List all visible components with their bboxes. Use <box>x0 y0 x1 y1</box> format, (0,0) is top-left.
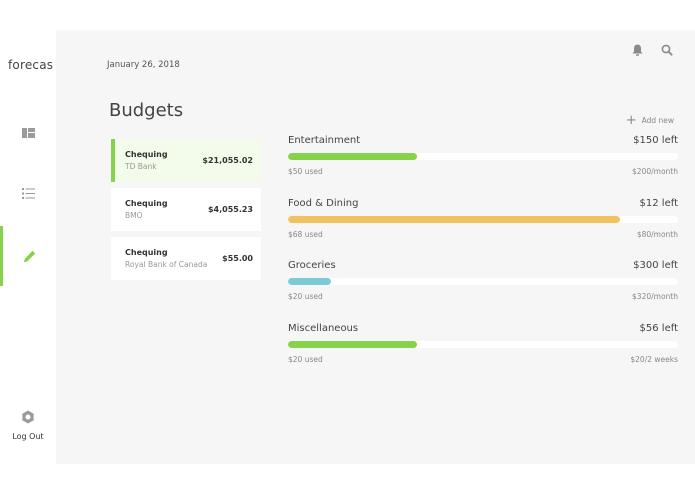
budget-limit: $80/month <box>636 229 678 239</box>
hexagon-icon <box>22 410 34 424</box>
account-card[interactable]: Chequing BMO $4,055.23 <box>111 188 261 231</box>
account-name: Chequing <box>125 150 168 159</box>
logout-label: Log Out <box>12 432 44 441</box>
dashboard-icon <box>21 128 35 138</box>
account-balance: $4,055.23 <box>207 205 253 214</box>
budget-progress-track <box>288 215 678 223</box>
budget-used: $50 used <box>288 167 323 176</box>
budget-progress-fill <box>288 153 417 160</box>
budget-limit: $20/2 weeks <box>630 354 678 364</box>
pencil-icon <box>24 250 36 262</box>
budget-used: $20 used <box>288 354 323 364</box>
account-name: Chequing <box>125 199 168 208</box>
add-new-label: Add new <box>641 116 674 125</box>
sidebar: forecas <box>0 30 56 464</box>
budget-progress-track <box>288 153 678 160</box>
account-balance: $55.00 <box>222 254 253 263</box>
budget-remaining: $150 left <box>633 135 678 146</box>
add-new-button[interactable]: + Add new <box>626 114 674 127</box>
account-card[interactable]: Chequing TD Bank $21,055.02 <box>111 139 261 182</box>
nav-budgets[interactable] <box>0 226 56 286</box>
budget-progress-track <box>288 340 678 348</box>
budget-name: Entertainment <box>288 135 361 146</box>
bell-icon[interactable] <box>632 44 643 56</box>
budget-remaining: $12 left <box>639 197 678 209</box>
app-frame: forecas <box>0 30 695 464</box>
account-balance: $21,055.02 <box>202 156 253 165</box>
budget-name: Food & Dining <box>288 197 359 209</box>
budget-name: Miscellaneous <box>288 322 359 334</box>
list-icon <box>21 187 35 199</box>
budget-item[interactable]: Entertainment $150 left $50 used $200/mo… <box>288 135 678 198</box>
nav-list[interactable] <box>0 163 56 223</box>
account-bank: BMO <box>125 211 143 220</box>
top-icons <box>632 44 673 56</box>
account-name: Chequing <box>125 248 168 257</box>
search-icon[interactable] <box>661 44 673 56</box>
page-title: Budgets <box>109 100 184 121</box>
budget-item[interactable]: Miscellaneous $56 left $20 used $20/2 we… <box>288 323 678 386</box>
budget-used: $20 used <box>288 292 323 301</box>
nav-dashboard[interactable] <box>0 103 56 163</box>
account-bank: Royal Bank of Canada <box>125 260 208 269</box>
current-date: January 26, 2018 <box>107 60 180 70</box>
account-card[interactable]: Chequing Royal Bank of Canada $55.00 <box>111 237 261 280</box>
logout-button[interactable]: Log Out <box>0 410 56 441</box>
plus-icon: + <box>625 113 637 128</box>
budget-progress-fill <box>288 340 417 348</box>
budget-remaining: $56 left <box>639 322 678 334</box>
budget-item[interactable]: Food & Dining $12 left $68 used $80/mont… <box>288 198 678 261</box>
main-content: January 26, 2018 Budgets + Add new Chequ… <box>56 30 695 464</box>
budget-progress-track <box>288 278 678 285</box>
budget-remaining: $300 left <box>633 260 678 271</box>
budget-limit: $200/month <box>632 167 678 176</box>
budget-progress-fill <box>288 215 620 223</box>
budget-limit: $320/month <box>632 292 678 301</box>
app-logo: forecas <box>8 58 54 72</box>
account-list: Chequing TD Bank $21,055.02 Chequing BMO… <box>111 139 261 286</box>
budget-list: Entertainment $150 left $50 used $200/mo… <box>288 135 678 385</box>
budget-used: $68 used <box>288 229 323 239</box>
budget-item[interactable]: Groceries $300 left $20 used $320/month <box>288 260 678 323</box>
budget-progress-fill <box>288 278 331 285</box>
account-bank: TD Bank <box>125 162 157 171</box>
budget-name: Groceries <box>288 260 336 271</box>
